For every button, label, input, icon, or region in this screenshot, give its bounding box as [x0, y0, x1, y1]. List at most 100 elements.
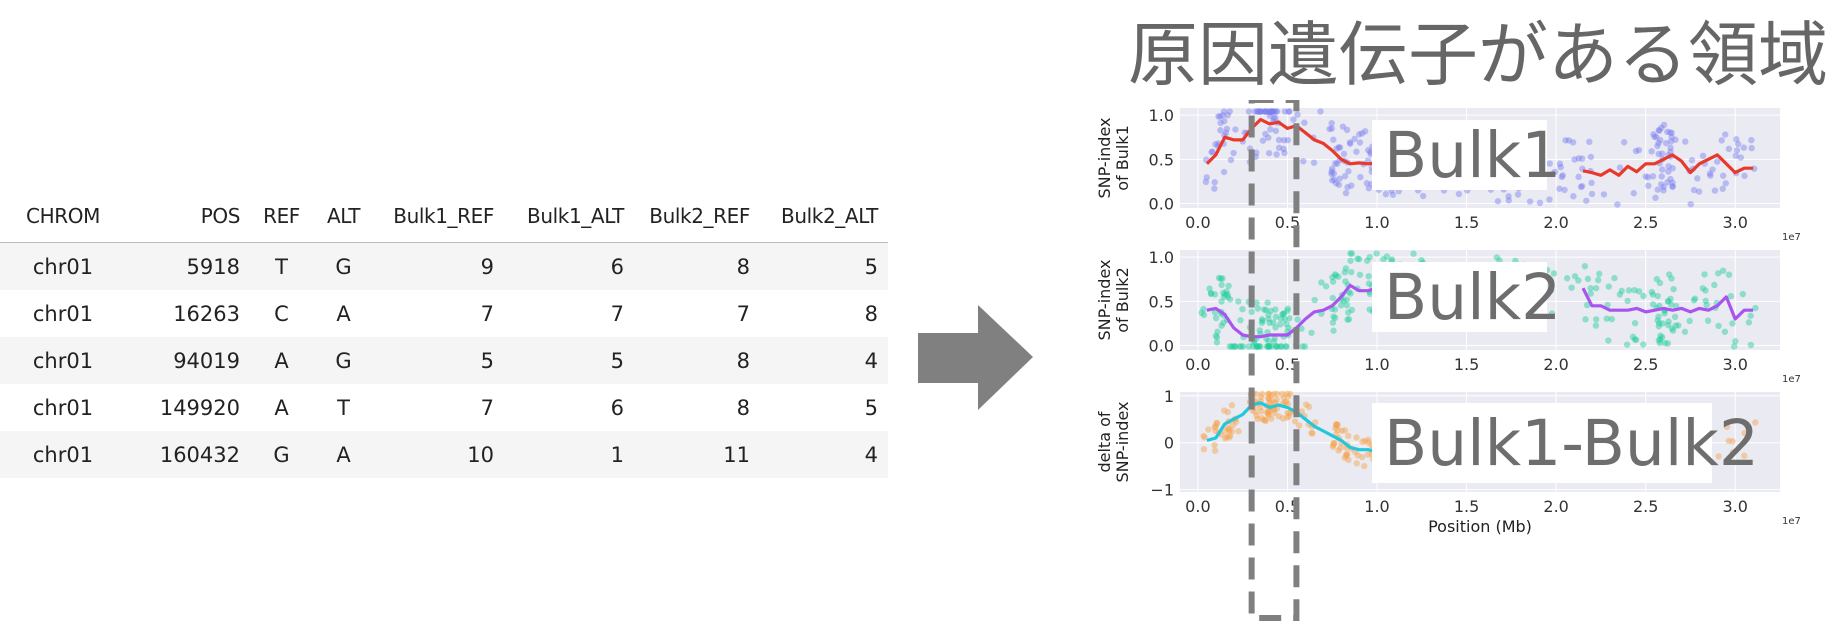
scatter-point [1328, 125, 1336, 132]
scatter-point [1226, 427, 1233, 434]
scatter-point [1725, 271, 1733, 278]
x-tick-label: 2.5 [1633, 497, 1658, 516]
scatter-point [1691, 295, 1699, 302]
scatter-point [1229, 422, 1237, 429]
scatter-point [1660, 187, 1667, 194]
scatter-point [1262, 306, 1269, 314]
scatter-point [1640, 341, 1647, 348]
scatter-point [1237, 317, 1244, 324]
scatter-point [1664, 128, 1671, 136]
cell-bulk1-alt: 1 [504, 431, 634, 478]
scatter-point [1214, 328, 1221, 335]
scatter-point [1687, 200, 1694, 208]
scatter-point [1286, 409, 1293, 417]
x-exponent-label: 1e7 [1782, 516, 1801, 527]
scatter-point [1747, 312, 1754, 319]
scatter-point [1294, 316, 1301, 323]
scatter-point [1231, 343, 1239, 350]
cell-bulk1-ref: 7 [480, 395, 494, 420]
scatter-point [1258, 390, 1266, 398]
scatter-point [1200, 445, 1208, 453]
scatter-point [1301, 119, 1308, 126]
scatter-point [1224, 293, 1232, 301]
scatter-point [1257, 108, 1265, 115]
scatter-point [1261, 108, 1268, 115]
scatter-point [1657, 332, 1664, 339]
scatter-point [1348, 268, 1355, 276]
cell-bulk1-alt: 6 [610, 395, 624, 420]
scatter-point [1605, 283, 1613, 290]
scatter-point [1252, 408, 1259, 416]
table-row: chr01 16263 C A 7 7 7 8 [0, 290, 888, 337]
y-tick-label: 0.5 [1149, 292, 1174, 311]
scatter-point [1558, 173, 1565, 181]
scatter-point [1309, 430, 1316, 437]
scatter-point [1741, 429, 1748, 437]
scatter-point [1265, 390, 1272, 398]
scatter-point [1331, 439, 1338, 447]
scatter-point [1526, 198, 1534, 205]
scatter-point [1665, 168, 1672, 175]
scatter-point [1335, 273, 1342, 280]
scatter-point [1699, 152, 1707, 159]
scatter-point [1273, 343, 1280, 350]
scatter-point [1575, 173, 1582, 181]
cell-pos: 149920 [159, 395, 240, 420]
scatter-point [1577, 183, 1585, 191]
scatter-point [1667, 144, 1674, 151]
scatter-point [1271, 409, 1278, 417]
header-bulk1-ref: Bulk1_REF [374, 190, 504, 243]
scatter-point [1268, 415, 1275, 422]
scatter-point [1655, 127, 1663, 134]
scatter-point [1211, 447, 1219, 454]
scatter-point [1280, 145, 1287, 153]
scatter-point [1300, 158, 1307, 165]
scatter-point [1658, 173, 1665, 180]
scatter-point [1216, 113, 1224, 120]
trend-line [1206, 401, 1405, 454]
vcf-count-table: CHROM POS REF ALT Bulk1_REF Bulk1_ALT Bu… [0, 190, 888, 478]
scatter-point [1340, 297, 1347, 305]
scatter-point [1630, 190, 1637, 197]
scatter-point [1725, 437, 1732, 445]
scatter-point [1265, 134, 1272, 141]
scatter-point [1546, 196, 1553, 203]
scatter-point [1213, 420, 1220, 427]
cell-chrom: chr01 [0, 431, 126, 478]
scatter-point [1259, 137, 1267, 144]
scatter-point [1273, 108, 1281, 115]
scatter-point [1669, 179, 1676, 186]
scatter-point [1547, 287, 1555, 294]
scatter-point [1281, 316, 1289, 323]
scatter-point [1248, 308, 1255, 316]
scatter-point [1653, 133, 1660, 141]
scatter-point [1212, 422, 1219, 430]
scatter-point [1348, 306, 1356, 314]
scatter-point [1284, 393, 1292, 400]
scatter-point [1226, 434, 1233, 441]
scatter-point [1310, 159, 1318, 166]
scatter-point [1551, 168, 1559, 176]
scatter-point [1701, 271, 1708, 278]
overlay-label-box [1372, 262, 1547, 332]
scatter-point [1631, 319, 1639, 327]
scatter-point [1207, 290, 1215, 297]
y-tick-label: 0.0 [1149, 195, 1174, 214]
scatter-point [1264, 394, 1272, 401]
cell-bulk1-alt: 7 [610, 301, 624, 326]
x-exponent-label: 1e7 [1782, 374, 1801, 385]
cell-pos: 5918 [126, 242, 250, 290]
scatter-point [1571, 156, 1578, 163]
x-tick-label: 0.0 [1185, 497, 1210, 516]
scatter-point [1220, 319, 1227, 326]
scatter-point [1270, 338, 1277, 345]
scatter-point [1348, 182, 1355, 189]
scatter-point [1285, 108, 1293, 115]
scatter-point [1752, 304, 1759, 312]
scatter-point [1657, 336, 1664, 343]
scatter-point [1358, 453, 1366, 461]
scatter-point [1224, 424, 1231, 432]
scatter-point [1652, 194, 1659, 201]
scatter-point [1268, 108, 1275, 115]
scatter-point [1221, 117, 1228, 125]
